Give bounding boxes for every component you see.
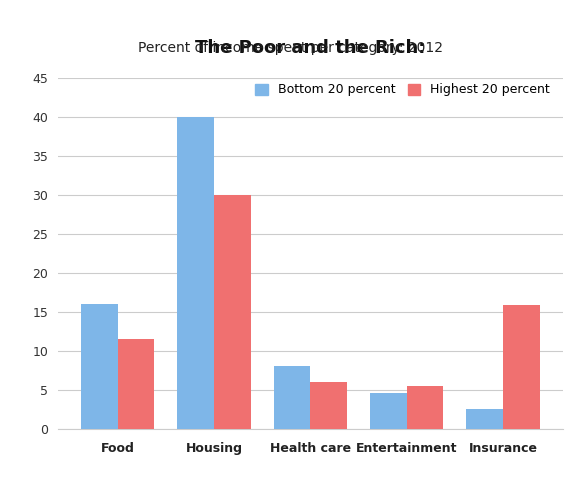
Bar (214, 195, 251, 429)
Bar (466, 409, 503, 429)
Legend: Bottom 20 percent, Highest 20 percent: Bottom 20 percent, Highest 20 percent (249, 77, 556, 103)
Bar (274, 366, 310, 429)
Bar (310, 382, 347, 429)
Bar (177, 117, 214, 429)
Bar (503, 305, 539, 429)
Bar (118, 339, 154, 429)
Bar (81, 304, 118, 429)
Bar (407, 386, 443, 429)
Bar (370, 393, 407, 429)
Title: The Poor and the Rich:: The Poor and the Rich: (195, 39, 426, 57)
Text: Percent of income spent per category: 2012: Percent of income spent per category: 20… (137, 41, 443, 56)
